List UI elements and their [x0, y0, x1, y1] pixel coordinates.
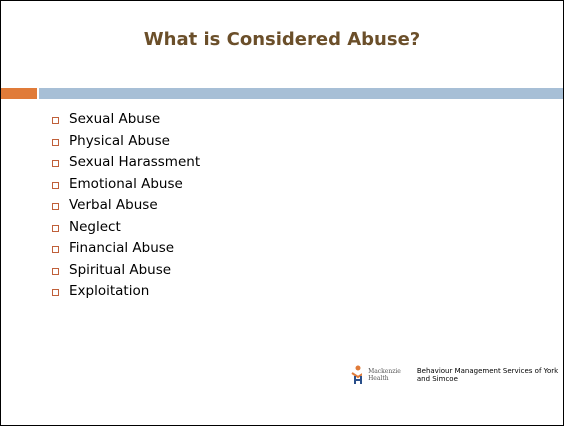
bullet-item: Exploitation — [51, 281, 200, 303]
bullet-item: Financial Abuse — [51, 238, 200, 260]
footer: Mackenzie Health Behaviour Management Se… — [351, 365, 563, 385]
logo-text: Mackenzie Health — [368, 368, 401, 382]
accent-bar — [1, 88, 37, 99]
slide-title: What is Considered Abuse? — [143, 29, 421, 50]
bullet-item: Sexual Abuse — [51, 109, 200, 131]
bullet-list: Sexual Abuse Physical Abuse Sexual Harassm… — [51, 109, 200, 303]
bullet-item: Neglect — [51, 217, 200, 239]
footer-text: Behaviour Management Services of York an… — [416, 367, 559, 383]
bullet-item: Spiritual Abuse — [51, 260, 200, 282]
bullet-item: Verbal Abuse — [51, 195, 200, 217]
logo-line: Health — [368, 375, 389, 382]
bullet-item: Emotional Abuse — [51, 174, 200, 196]
divider-bar — [39, 88, 563, 99]
bullet-item: Physical Abuse — [51, 131, 200, 153]
logo-icon — [351, 365, 363, 384]
bullet-item: Sexual Harassment — [51, 152, 200, 174]
logo-line: Mackenzie — [368, 368, 401, 375]
